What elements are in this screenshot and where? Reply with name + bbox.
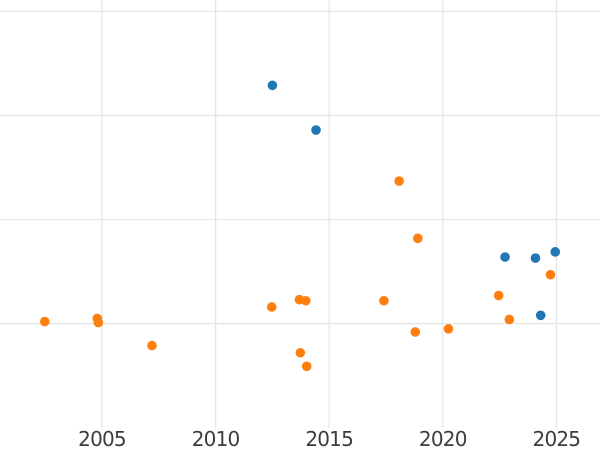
data-point-orange (412, 233, 423, 244)
x-axis-tick-label: 2020 (419, 427, 467, 450)
x-axis-tick-label: 2010 (192, 427, 240, 450)
data-point-orange (301, 361, 312, 372)
x-axis-tick-label: 2005 (78, 427, 126, 450)
data-point-orange (545, 269, 556, 280)
data-point-orange (410, 327, 421, 337)
data-point-orange (443, 324, 454, 334)
data-point-orange (39, 316, 50, 327)
data-point-orange (93, 317, 104, 328)
data-point-blue (530, 253, 541, 263)
data-point-orange (394, 176, 404, 186)
data-point-blue (267, 80, 278, 91)
data-point-blue (500, 252, 510, 262)
x-axis-tick-label: 2015 (305, 427, 353, 450)
data-point-orange (504, 314, 515, 325)
data-point-blue (550, 247, 561, 257)
data-point-orange (493, 290, 504, 301)
data-point-orange (295, 347, 306, 358)
data-point-orange (266, 302, 277, 312)
data-point-orange (300, 295, 311, 306)
x-axis-tick-label: 2025 (533, 427, 581, 450)
data-point-orange (147, 340, 157, 351)
data-point-orange (379, 295, 389, 306)
data-point-blue (535, 310, 546, 321)
data-point-blue (311, 125, 321, 135)
